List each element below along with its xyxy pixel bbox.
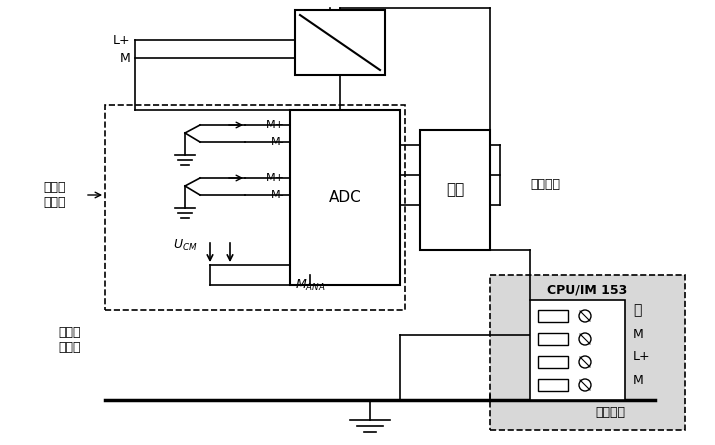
Text: ⏚: ⏚ (633, 303, 641, 317)
Text: M: M (633, 328, 644, 340)
Bar (290, 110, 400, 285)
Bar (295, 10, 385, 75)
Text: 逻辑: 逻辑 (446, 182, 464, 198)
Text: M+: M+ (266, 173, 285, 183)
Bar (530, 300, 625, 400)
Text: 等电位
连接线: 等电位 连接线 (59, 326, 82, 354)
Text: 接地干线: 接地干线 (595, 405, 625, 418)
Text: 非隔离
传感器: 非隔离 传感器 (44, 181, 66, 209)
Text: M+: M+ (266, 120, 285, 130)
Text: CPU/IM 153: CPU/IM 153 (547, 283, 627, 296)
Text: M: M (119, 52, 130, 65)
Text: M-: M- (272, 137, 285, 147)
Bar (538, 356, 568, 368)
Circle shape (579, 356, 591, 368)
Text: L+: L+ (112, 33, 130, 46)
Text: M-: M- (272, 190, 285, 200)
Bar (538, 310, 568, 322)
Text: ADC: ADC (329, 190, 361, 205)
Bar (105, 105, 405, 310)
Text: $U_{CM}$: $U_{CM}$ (173, 238, 197, 253)
Bar (420, 130, 490, 250)
Bar (490, 275, 685, 430)
Text: $M_{ANA}$: $M_{ANA}$ (295, 277, 325, 292)
Text: L+: L+ (633, 351, 651, 364)
Circle shape (579, 333, 591, 345)
Circle shape (579, 310, 591, 322)
Bar (538, 333, 568, 345)
Bar (538, 379, 568, 391)
Text: 背板总线: 背板总线 (530, 178, 560, 191)
Circle shape (579, 379, 591, 391)
Text: M: M (633, 373, 644, 387)
